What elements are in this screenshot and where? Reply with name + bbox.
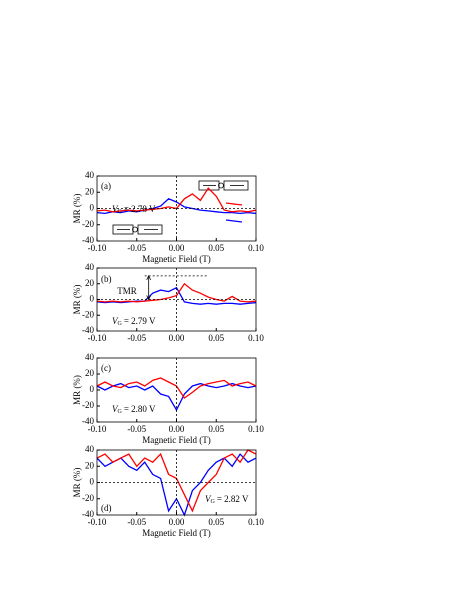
gate-symbol: V (112, 316, 119, 326)
annotation: TMR (117, 286, 137, 296)
gate-voltage: VG = 2.78 V (112, 204, 156, 215)
gate-value: = 2.82 V (217, 494, 249, 504)
x-tick-label: 0.05 (208, 243, 224, 253)
y-tick-label: -20 (82, 309, 94, 319)
gate-subscript: G (118, 321, 123, 327)
x-tick-label: -0.05 (127, 424, 146, 434)
y-tick-label: -40 (82, 325, 94, 335)
x-tick-label: 0.00 (169, 333, 185, 343)
y-axis-label: MR (%) (72, 285, 82, 315)
x-axis-label: Magnetic Field (T) (142, 435, 210, 445)
panel-label: (c) (101, 363, 111, 373)
gate-voltage: VG = 2.79 V (112, 316, 156, 327)
x-tick-label: 0.10 (248, 333, 264, 343)
y-tick-label: 40 (85, 444, 95, 454)
gate-value: = 2.78 V (124, 204, 156, 214)
gate-voltage: VG = 2.82 V (205, 494, 249, 505)
y-tick-label: 20 (85, 186, 95, 196)
gate-symbol: V (112, 204, 119, 214)
x-tick-label: 0.10 (248, 243, 264, 253)
x-tick-label: 0.05 (208, 333, 224, 343)
x-tick-label: 0.00 (169, 424, 185, 434)
x-tick-label: 0.05 (208, 424, 224, 434)
y-tick-label: 0 (90, 384, 95, 394)
gate-value: = 2.80 V (124, 404, 156, 414)
y-axis-label: MR (%) (72, 468, 82, 498)
x-tick-label: -0.05 (127, 333, 146, 343)
gate-subscript: G (118, 209, 123, 215)
y-tick-label: -20 (82, 400, 94, 410)
y-tick-label: -40 (82, 416, 94, 426)
sweep-arrow-blue (225, 219, 243, 223)
sweep-arrow-red (225, 202, 243, 206)
x-tick-label: 0.10 (248, 424, 264, 434)
x-tick-label: -0.10 (88, 424, 107, 434)
x-tick-label: -0.10 (88, 243, 107, 253)
y-tick-label: -40 (82, 509, 94, 519)
x-tick-label: -0.05 (127, 243, 146, 253)
panel-label: (d) (101, 503, 112, 513)
x-tick-label: -0.10 (88, 517, 107, 527)
y-tick-label: 0 (90, 477, 95, 487)
x-tick-label: 0.10 (248, 517, 264, 527)
y-tick-label: 40 (85, 262, 95, 272)
x-tick-label: 0.00 (169, 243, 185, 253)
y-tick-label: -40 (82, 235, 94, 245)
panel-label: (a) (101, 181, 111, 191)
data-line (96, 286, 257, 305)
tmr-arrowhead (146, 274, 152, 301)
x-tick-label: 0.00 (169, 517, 185, 527)
y-tick-label: -20 (82, 493, 94, 503)
inset-top (198, 180, 249, 191)
y-tick-label: 40 (85, 170, 95, 180)
gate-symbol: V (112, 404, 119, 414)
y-tick-label: 40 (85, 352, 95, 362)
inset-bottom (112, 224, 163, 235)
x-axis-label: Magnetic Field (T) (142, 254, 210, 264)
y-tick-label: 20 (85, 368, 95, 378)
x-tick-label: -0.05 (127, 517, 146, 527)
data-line (96, 282, 257, 303)
y-tick-label: 20 (85, 460, 95, 470)
gate-symbol: V (205, 494, 212, 504)
x-tick-label: 0.05 (208, 517, 224, 527)
y-tick-label: -20 (82, 219, 94, 229)
gate-subscript: G (118, 409, 123, 415)
x-axis-label: Magnetic Field (T) (142, 528, 210, 538)
y-tick-label: 20 (85, 278, 95, 288)
gate-voltage: VG = 2.80 V (112, 404, 156, 415)
gate-value: = 2.79 V (124, 316, 156, 326)
gate-subscript: G (211, 499, 216, 505)
y-axis-label: MR (%) (72, 194, 82, 224)
y-tick-label: 0 (90, 203, 95, 213)
y-axis-label: MR (%) (72, 375, 82, 405)
x-tick-label: -0.10 (88, 333, 107, 343)
y-tick-label: 0 (90, 294, 95, 304)
panel-label: (b) (101, 274, 112, 284)
